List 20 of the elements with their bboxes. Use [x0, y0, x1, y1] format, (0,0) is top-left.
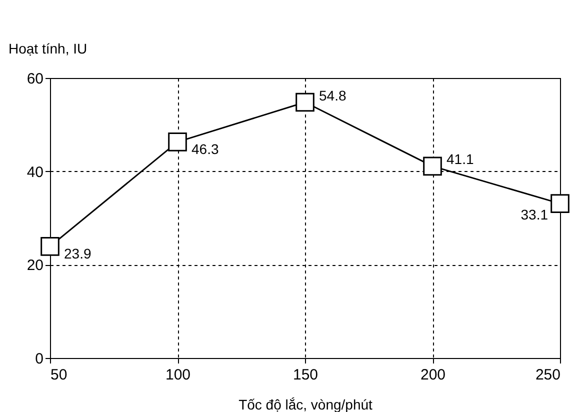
y-tick-label: 40 [26, 164, 44, 181]
point [168, 132, 187, 152]
y-tick-label: 20 [26, 257, 44, 274]
point [40, 237, 60, 256]
data-label: 41.1 [446, 151, 474, 168]
x-tick-label: 250 [535, 366, 560, 384]
x-tick-label: 200 [420, 366, 446, 384]
y-axis-title: Hoạt tính, IU [8, 40, 88, 56]
x-tick-label: 100 [165, 366, 191, 384]
y-tick-label: 0 [35, 350, 44, 368]
data-label: 33.1 [520, 206, 548, 223]
data-label: 46.3 [192, 140, 219, 157]
data-label: 23.9 [64, 245, 92, 262]
data-label: 54.8 [319, 87, 346, 104]
x-tick-label: 50 [50, 366, 68, 384]
point [423, 156, 442, 176]
y-tick-label: 60 [26, 70, 44, 88]
point [550, 194, 570, 213]
point [296, 92, 314, 112]
x-tick-label: 150 [292, 366, 318, 384]
